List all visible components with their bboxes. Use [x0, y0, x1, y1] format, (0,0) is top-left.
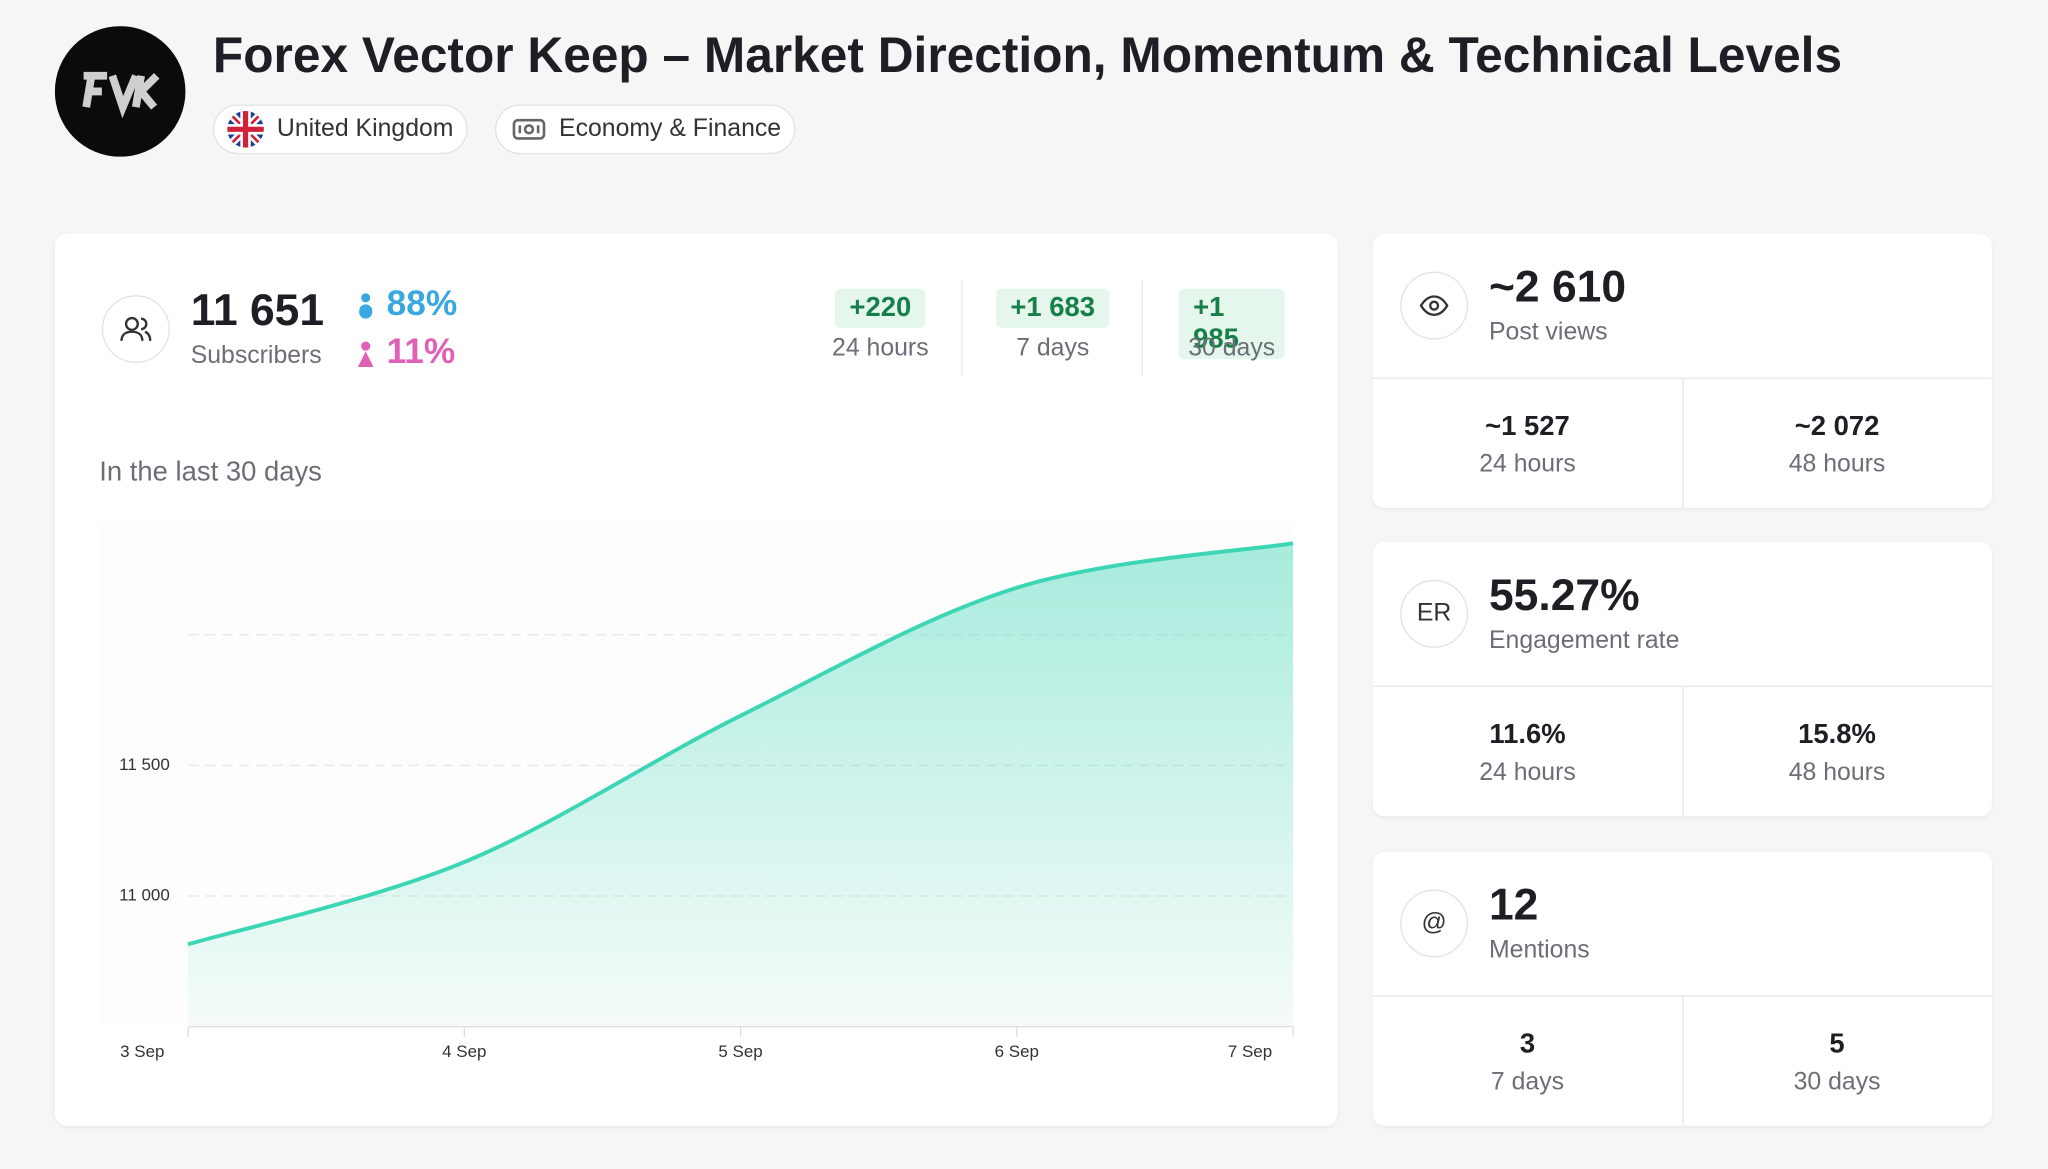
cell-value: ~1 527: [1485, 411, 1570, 442]
male-icon: [359, 293, 373, 319]
stat-value: 12: [1488, 880, 1539, 930]
stat-cell: ~1 527 24 hours: [1373, 377, 1683, 479]
subscriber-label: Subscribers: [190, 342, 322, 370]
female-icon: [357, 341, 374, 368]
cell-period: 48 hours: [1788, 450, 1886, 479]
stat-icon: @: [1400, 889, 1469, 958]
x-tick-label: 5 Sep: [718, 1042, 762, 1061]
area-line: [187, 541, 1294, 947]
growth-period: 30 days: [1188, 334, 1276, 362]
stat-cell: 3 7 days: [1373, 995, 1683, 1097]
divider: [961, 280, 963, 377]
divider: [1682, 995, 1684, 1126]
growth-value: +1 985: [1178, 288, 1285, 360]
stat-cell: 15.8% 48 hours: [1682, 686, 1992, 788]
growth-period: 24 hours: [832, 334, 929, 362]
divider: [1141, 280, 1143, 377]
flag-icon: [227, 111, 264, 148]
category-label: Economy & Finance: [559, 114, 782, 143]
stat-icon: [1400, 271, 1469, 340]
cell-period: 24 hours: [1479, 450, 1576, 479]
stat-cell: 5 30 days: [1682, 995, 1992, 1097]
stat-cell: ~2 072 48 hours: [1682, 377, 1992, 479]
channel-avatar: [54, 26, 186, 157]
cell-period: 24 hours: [1479, 758, 1576, 787]
growth-value: +1 683: [996, 288, 1110, 328]
engagement-card: ER 55.27% Engagement rate 11.6% 24 hours 15.8…: [1372, 542, 1992, 817]
stat-icon: ER: [1400, 579, 1469, 648]
cell-period: 7 days: [1490, 1068, 1565, 1096]
cell-value: 15.8%: [1798, 719, 1876, 750]
female-share: 11%: [386, 331, 456, 371]
cell-value: ~2 072: [1794, 411, 1880, 442]
country-chip[interactable]: United Kingdom: [212, 104, 468, 155]
eye-icon: [1419, 295, 1449, 316]
stat-label: Engagement rate: [1488, 626, 1680, 655]
stat-value: ~2 610: [1488, 262, 1627, 313]
x-tick-label: 3 Sep: [120, 1042, 164, 1061]
chart-caption: In the last 30 days: [99, 457, 322, 488]
cell-period: 48 hours: [1788, 758, 1886, 787]
x-tick-label: 7 Sep: [1228, 1042, 1272, 1061]
subscribers-icon: [101, 295, 170, 364]
divider: [1682, 685, 1684, 817]
cell-period: 30 days: [1793, 1068, 1881, 1096]
cell-value: 5: [1829, 1029, 1845, 1060]
cell-value: 11.6%: [1489, 719, 1566, 750]
area-fill: [188, 543, 1294, 1027]
divider: [1682, 377, 1684, 509]
channel-title: Forex Vector Keep – Market Direction, Mo…: [212, 28, 1843, 84]
growth-value: +220: [835, 288, 926, 328]
x-tick-label: 6 Sep: [995, 1042, 1039, 1061]
category-chip[interactable]: Economy & Finance: [495, 104, 796, 155]
male-share: 88%: [386, 283, 458, 323]
cell-value: 3: [1519, 1029, 1536, 1060]
stat-value: 55.27%: [1488, 570, 1640, 621]
country-label: United Kingdom: [276, 114, 454, 143]
category-icon: [512, 118, 546, 140]
growth-period: 7 days: [1016, 334, 1090, 362]
x-tick-label: 4 Sep: [442, 1042, 486, 1061]
people-icon: [120, 316, 152, 341]
y-tick-label: 11 000: [119, 885, 170, 904]
stat-label: Mentions: [1488, 936, 1590, 964]
mentions-card: @12 Mentions 3 7 days 5 30 days: [1372, 851, 1992, 1126]
subscriber-count: 11 651: [190, 286, 325, 336]
stat-cell: 11.6% 24 hours: [1373, 686, 1683, 788]
y-tick-label: 11 500: [119, 755, 170, 774]
stat-label: Post views: [1488, 318, 1608, 347]
views-card: ~2 610 Post views ~1 527 24 hours ~2 072 48 h…: [1372, 233, 1992, 509]
subscriber-chart: 11 000 11 500 3 Sep 4 Sep 5 Sep 6 Sep 7 Sep: [99, 522, 1294, 1061]
